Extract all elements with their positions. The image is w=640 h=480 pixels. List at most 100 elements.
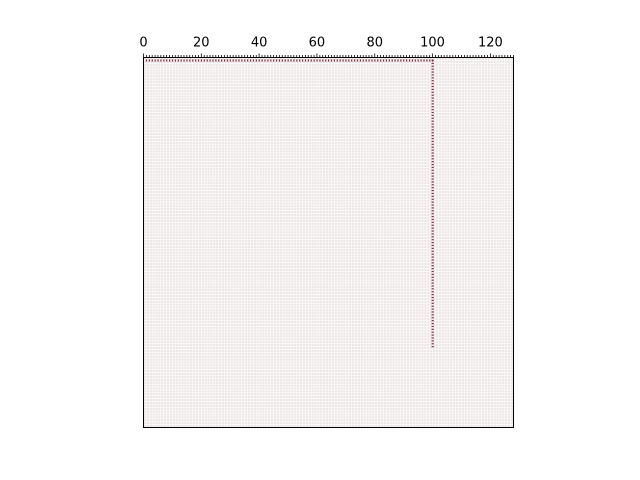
matrix-cell-mark: [431, 178, 434, 180]
matrix-cell-mark: [431, 221, 434, 223]
matrix-cell-mark: [313, 59, 315, 62]
matrix-cell-mark: [431, 285, 434, 287]
matrix-cell-mark: [431, 106, 434, 108]
matrix-cell-mark: [278, 59, 281, 62]
matrix-cell-mark: [195, 59, 197, 62]
matrix-cell-mark: [431, 337, 434, 339]
matrix-cell-mark: [431, 166, 434, 169]
matrix-cell-mark: [431, 317, 434, 319]
matrix-cell-mark: [431, 103, 434, 105]
matrix-cell-mark: [431, 308, 434, 310]
matrix-cell-mark: [431, 288, 434, 290]
matrix-cell-mark: [431, 215, 434, 218]
matrix-cell-mark: [192, 59, 194, 62]
matrix-cell-mark: [431, 155, 434, 157]
matrix-cell-mark: [362, 59, 364, 62]
matrix-cell-mark: [267, 59, 269, 62]
matrix-cell-mark: [307, 59, 309, 62]
matrix-cell-mark: [431, 129, 434, 131]
matrix-cell-mark: [431, 213, 434, 215]
matrix-cell-mark: [186, 59, 188, 62]
matrix-cell-mark: [431, 296, 434, 299]
matrix-cell-mark: [431, 270, 434, 273]
matrix-cell-mark: [431, 59, 434, 62]
matrix-cell-mark: [235, 59, 237, 62]
matrix-cell-mark: [380, 59, 382, 62]
matrix-cell-mark: [431, 140, 434, 143]
matrix-cell-mark: [382, 59, 385, 62]
x-tick-label: 20: [193, 36, 210, 51]
matrix-cell-mark: [431, 207, 434, 209]
x-tick-label: 80: [366, 36, 383, 51]
matrix-cell-mark: [431, 109, 434, 111]
matrix-cell-mark: [226, 59, 229, 62]
matrix-cell-mark: [293, 59, 295, 62]
matrix-cell-mark: [431, 291, 434, 293]
matrix-cell-mark: [431, 218, 434, 221]
matrix-cell-mark: [203, 59, 205, 62]
matrix-cell-mark: [431, 158, 434, 160]
matrix-cell-mark: [200, 59, 203, 62]
matrix-cell-mark: [336, 59, 338, 62]
matrix-cell-mark: [368, 59, 370, 62]
matrix-cell-mark: [296, 59, 298, 62]
matrix-cell-mark: [301, 59, 304, 62]
matrix-cell-mark: [258, 59, 260, 62]
matrix-cell-mark: [414, 59, 416, 62]
matrix-cell-mark: [431, 320, 434, 322]
matrix-marks: [145, 59, 434, 348]
matrix-cell-mark: [431, 302, 434, 304]
matrix-cell-mark: [411, 59, 414, 62]
matrix-cell-mark: [281, 59, 283, 62]
matrix-cell-mark: [431, 239, 434, 241]
matrix-cell-mark: [431, 146, 434, 148]
matrix-cell-mark: [431, 163, 434, 166]
matrix-cell-mark: [431, 187, 434, 189]
matrix-cell-mark: [249, 59, 252, 62]
matrix-cell-mark: [431, 227, 434, 229]
matrix-cell-mark: [431, 85, 434, 88]
matrix-cell-mark: [325, 59, 327, 62]
matrix-cell-mark: [423, 59, 425, 62]
x-tick-label: 0: [139, 36, 147, 51]
matrix-cell-mark: [426, 59, 428, 62]
matrix-cell-mark: [275, 59, 278, 62]
matrix-cell-mark: [151, 59, 153, 62]
matrix-cell-mark: [417, 59, 419, 62]
matrix-cell-mark: [431, 268, 434, 270]
matrix-cell-mark: [339, 59, 341, 62]
matrix-cell-mark: [431, 305, 434, 307]
matrix-cell-mark: [209, 59, 211, 62]
matrix-cell-mark: [431, 94, 434, 96]
matrix-cell-mark: [333, 59, 335, 62]
matrix-cell-mark: [431, 132, 434, 134]
matrix-cell-mark: [431, 117, 434, 119]
matrix-cell-mark: [351, 59, 353, 62]
matrix-cell-mark: [431, 253, 434, 255]
matrix-cell-mark: [189, 59, 191, 62]
matrix-cell-mark: [385, 59, 388, 62]
matrix-cell-mark: [431, 126, 434, 128]
matrix-cell-mark: [431, 161, 434, 163]
matrix-cell-mark: [431, 210, 434, 212]
matrix-cell-mark: [356, 59, 359, 62]
matrix-cell-mark: [229, 59, 231, 62]
matrix-cell-mark: [431, 346, 434, 348]
matrix-cell-mark: [431, 65, 434, 67]
matrix-cell-mark: [241, 59, 243, 62]
matrix-cell-mark: [174, 59, 176, 62]
matrix-cell-mark: [431, 80, 434, 82]
matrix-cell-mark: [431, 68, 434, 70]
matrix-cell-mark: [212, 59, 214, 62]
matrix-cell-mark: [431, 83, 434, 85]
x-axis: 0 20 40 60 80 100 120: [139, 36, 514, 58]
matrix-cell-mark: [431, 195, 434, 197]
x-tick-label: 60: [309, 36, 326, 51]
matrix-cell-mark: [431, 325, 434, 328]
matrix-cell-mark: [431, 114, 434, 117]
matrix-cell-mark: [215, 59, 217, 62]
matrix-cell-mark: [169, 59, 171, 62]
matrix-cell-mark: [255, 59, 257, 62]
x-tick-label: 40: [251, 36, 268, 51]
matrix-cell-mark: [354, 59, 356, 62]
